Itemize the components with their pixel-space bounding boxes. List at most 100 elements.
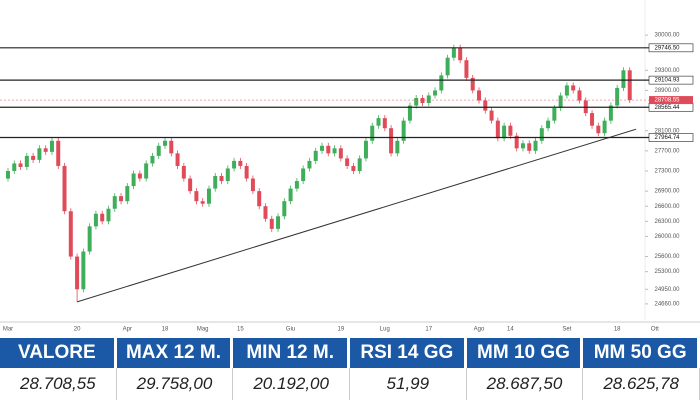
candle-body xyxy=(62,165,67,212)
level-label: 27964.74 xyxy=(654,135,680,141)
candle-body xyxy=(445,57,450,76)
candle-body xyxy=(389,128,394,154)
candle-body xyxy=(470,77,475,91)
y-tick-label: 26000.00 xyxy=(654,234,680,240)
level-label: 29746.50 xyxy=(654,45,680,51)
candle-body xyxy=(464,60,469,78)
header-cell: VALORE xyxy=(0,338,117,368)
x-tick-label: 14 xyxy=(507,327,514,333)
candle-body xyxy=(433,90,438,96)
candle-body xyxy=(495,120,500,139)
candle-body xyxy=(458,47,463,61)
candle-body xyxy=(6,170,10,179)
candle-body xyxy=(238,160,243,166)
candle-body xyxy=(106,208,111,222)
candle-body xyxy=(43,148,48,152)
y-tick-label: 24950.00 xyxy=(654,287,680,293)
x-tick-label: Ago xyxy=(474,327,485,333)
level-label: 29104.93 xyxy=(654,78,680,84)
level-box xyxy=(648,133,694,142)
x-tick-label: Lug xyxy=(380,327,390,333)
candle-body xyxy=(608,105,613,121)
y-tick-label: 30000.00 xyxy=(654,33,680,39)
value-cell: 51,99 xyxy=(350,368,467,400)
candle-body xyxy=(206,188,211,204)
candle-body xyxy=(276,216,281,229)
candle-body xyxy=(200,201,205,204)
candle-body xyxy=(382,118,387,129)
candle-body xyxy=(615,87,620,106)
candle-body xyxy=(533,140,538,151)
last-price-box xyxy=(649,96,693,105)
value-cell: 29.758,00 xyxy=(117,368,234,400)
candle-body xyxy=(376,118,381,126)
value-cell: 20.192,00 xyxy=(233,368,350,400)
candle-body xyxy=(131,173,136,187)
trend-line xyxy=(76,128,637,303)
candle-body xyxy=(163,140,167,146)
x-tick-label: 18 xyxy=(614,327,621,333)
candle-body xyxy=(483,100,488,111)
candle-body xyxy=(307,160,312,169)
candle-body xyxy=(332,148,337,154)
y-tick-label: 27300.00 xyxy=(654,169,680,175)
value-cell: 28.708,55 xyxy=(0,368,117,400)
candle-body xyxy=(420,97,425,104)
x-tick-label: 17 xyxy=(425,327,432,333)
candle-body xyxy=(407,105,412,121)
x-tick-label: Giu xyxy=(286,327,295,333)
candle-body xyxy=(401,120,406,141)
candle-body xyxy=(225,168,230,182)
candle-body xyxy=(527,143,532,151)
candle-body xyxy=(627,70,632,101)
candle-body xyxy=(370,125,375,141)
x-tick-label: 19 xyxy=(337,327,344,333)
candle-body xyxy=(590,113,595,126)
header-cell: MM 50 GG xyxy=(583,338,700,368)
candle-body xyxy=(426,95,431,104)
candle-body xyxy=(558,95,563,109)
candle-body xyxy=(301,168,306,182)
candle-body xyxy=(414,97,419,106)
candle-body xyxy=(439,75,444,91)
candle-body xyxy=(477,90,481,101)
candle-body xyxy=(357,158,362,171)
candle-body xyxy=(175,153,180,166)
x-tick-label: Mag xyxy=(197,327,209,333)
header-cell: MAX 12 M. xyxy=(116,338,234,368)
candle-body xyxy=(93,213,98,227)
candle-body xyxy=(489,110,494,121)
last-price-label: 28708.55 xyxy=(654,98,680,104)
candle-body xyxy=(12,163,17,171)
candle-body xyxy=(395,140,400,154)
candle-body xyxy=(100,213,105,222)
y-tick-label: 26600.00 xyxy=(654,204,680,210)
candle-body xyxy=(188,178,193,192)
candle-body xyxy=(326,145,331,154)
candle-body xyxy=(68,211,73,257)
candle-body xyxy=(263,206,268,219)
candle-body xyxy=(514,135,519,149)
candle-body xyxy=(294,181,299,189)
candle-body xyxy=(313,150,318,161)
candle-body xyxy=(112,196,117,209)
candle-body xyxy=(125,186,130,202)
candle-body xyxy=(602,120,607,134)
candle-body xyxy=(87,226,92,252)
candle-body xyxy=(596,125,601,134)
y-tick-label: 29300.00 xyxy=(654,68,680,74)
candle-body xyxy=(539,128,544,141)
candle-body xyxy=(156,145,161,156)
candle-body xyxy=(119,196,124,202)
header-cell: MIN 12 M. xyxy=(233,338,350,368)
header-cell: MM 10 GG xyxy=(466,338,584,368)
value-cell: 28.625,78 xyxy=(583,368,700,400)
candle-body xyxy=(56,140,61,166)
candle-body xyxy=(345,158,350,166)
candle-body xyxy=(577,90,582,101)
candle-body xyxy=(75,256,80,290)
candle-body xyxy=(24,155,29,167)
y-tick-label: 24660.00 xyxy=(654,301,680,307)
x-tick-label: Ott xyxy=(651,327,659,333)
candle-body xyxy=(219,176,224,182)
